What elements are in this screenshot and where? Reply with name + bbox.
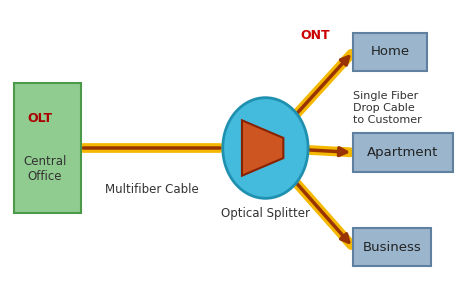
Text: Optical Splitter: Optical Splitter xyxy=(221,207,310,220)
Text: ONT: ONT xyxy=(301,29,330,42)
Text: Apartment: Apartment xyxy=(367,146,438,159)
FancyBboxPatch shape xyxy=(353,33,427,71)
Ellipse shape xyxy=(223,98,308,198)
FancyBboxPatch shape xyxy=(14,83,81,213)
Text: Single Fiber
Drop Cable
to Customer: Single Fiber Drop Cable to Customer xyxy=(353,91,422,125)
Text: Business: Business xyxy=(363,241,422,254)
Text: Multifiber Cable: Multifiber Cable xyxy=(105,183,199,196)
Polygon shape xyxy=(242,120,283,176)
Text: Central
Office: Central Office xyxy=(23,155,67,183)
Text: OLT: OLT xyxy=(27,112,53,125)
FancyBboxPatch shape xyxy=(353,228,431,266)
Text: Home: Home xyxy=(371,45,410,58)
FancyBboxPatch shape xyxy=(353,133,453,172)
